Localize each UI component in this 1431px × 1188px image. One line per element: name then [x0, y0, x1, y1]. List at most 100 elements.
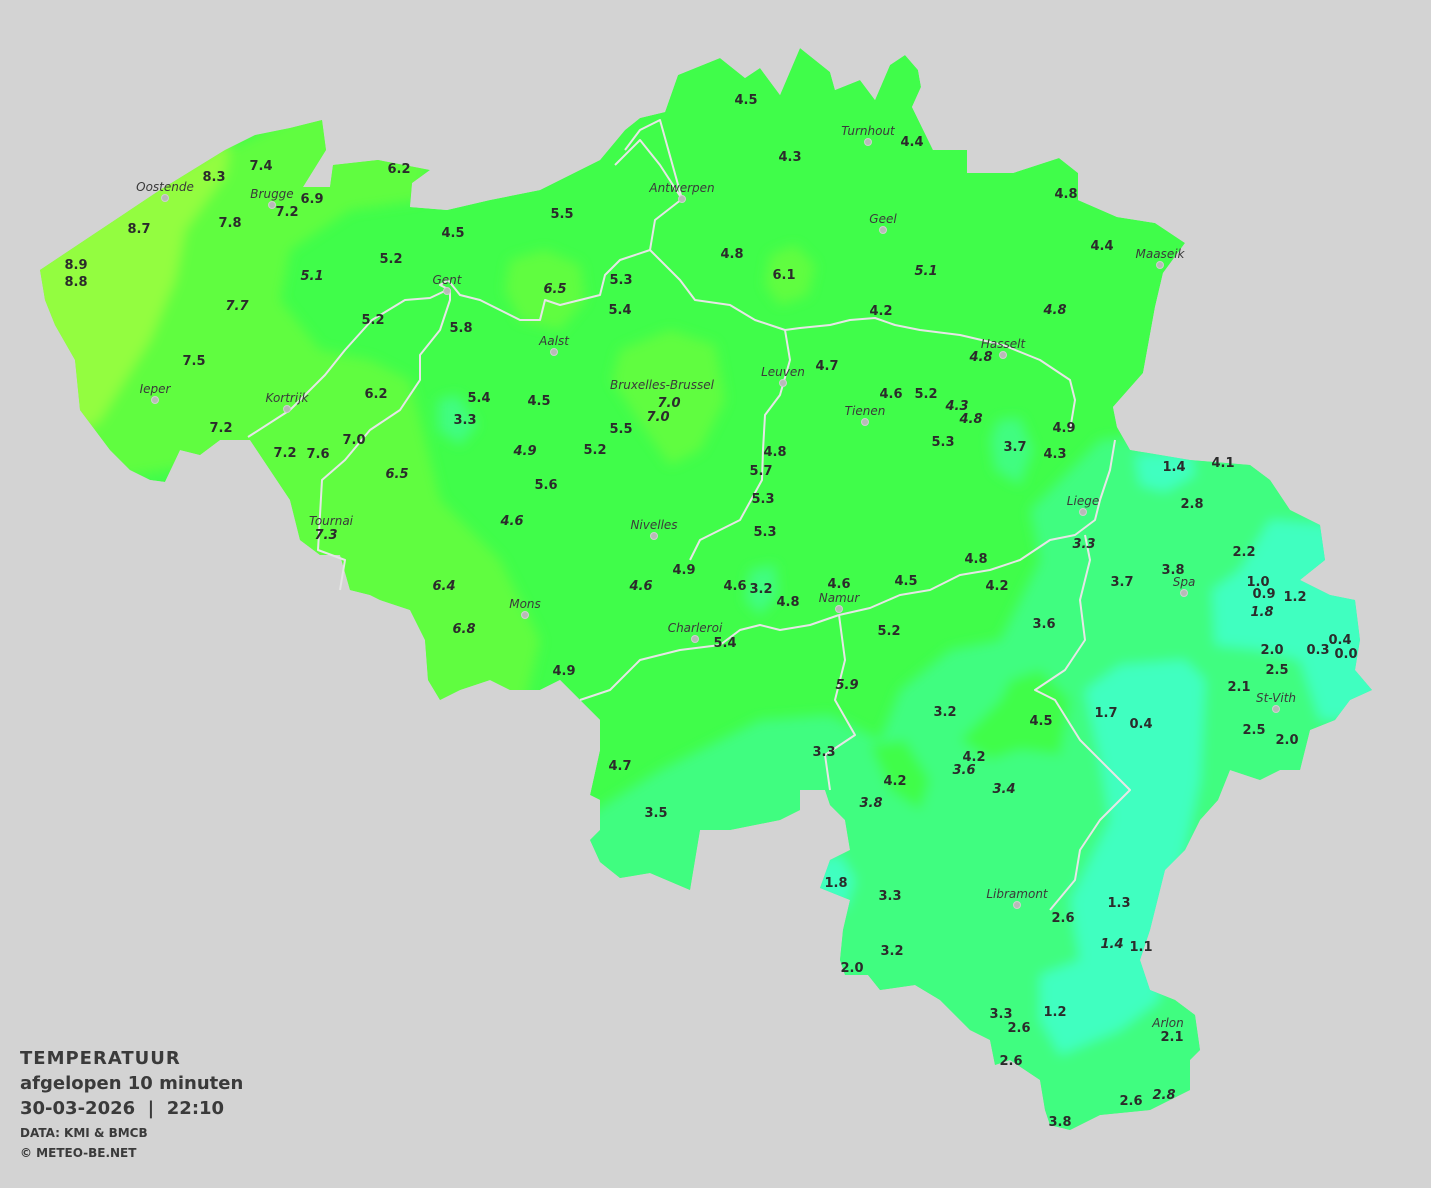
river-sambre	[579, 614, 840, 701]
temperature-reading: 8.9	[64, 258, 87, 273]
city-dot-brugge	[268, 201, 276, 209]
temperature-reading: 3.3	[812, 745, 835, 760]
map-title: TEMPERATUUR	[20, 1048, 181, 1069]
temperature-reading: 4.9	[672, 563, 695, 578]
temperature-reading: 0.0	[1334, 647, 1357, 662]
temperature-reading: 1.0	[1246, 575, 1269, 590]
temperature-reading: 1.1	[1129, 940, 1152, 955]
temperature-reading: 2.0	[840, 961, 863, 976]
temperature-reading: 7.3	[314, 528, 337, 543]
temperature-reading: 4.2	[985, 579, 1008, 594]
temperature-reading: 5.2	[583, 443, 606, 458]
temperature-reading: 0.9	[1252, 587, 1275, 602]
temperature-reading: 4.5	[894, 574, 917, 589]
temperature-reading: 1.8	[1250, 605, 1273, 620]
temperature-reading: 6.2	[364, 387, 387, 402]
city-dot-turnhout	[864, 138, 872, 146]
temperature-reading: 4.8	[958, 412, 982, 427]
temperature-reading: 2.6	[1051, 911, 1074, 926]
temperature-reading: 4.9	[552, 664, 575, 679]
city-dot-st-vith	[1272, 705, 1280, 713]
city-label-geel: Geel	[869, 212, 897, 226]
temperature-reading: 3.8	[1048, 1115, 1071, 1130]
temperature-reading: 8.8	[64, 275, 87, 290]
river-zenne	[689, 329, 791, 561]
temperature-reading: 3.7	[1110, 575, 1133, 590]
city-markers: Oostende Brugge Gent Antwerpen Turnhout Geel M…	[136, 124, 1296, 1030]
temperature-reading: 4.5	[1029, 714, 1052, 729]
city-dot-gent	[443, 287, 451, 295]
temperature-reading: 8.7	[127, 222, 150, 237]
temperature-reading: 3.7	[1003, 440, 1026, 455]
temperature-reading: 7.2	[275, 205, 298, 220]
temperature-reading: 5.4	[467, 391, 490, 406]
temperature-reading: 5.4	[608, 303, 631, 318]
temperature-reading: 2.0	[1275, 733, 1298, 748]
zone-3-3	[438, 395, 477, 445]
temperature-reading: 1.4	[1100, 937, 1123, 952]
city-label-antwerpen: Antwerpen	[648, 181, 714, 195]
temperature-reading: 8.3	[202, 170, 225, 185]
temperature-reading: 5.5	[609, 422, 632, 437]
rivers	[247, 119, 1131, 911]
city-dot-geel	[879, 226, 887, 234]
temperature-reading: 4.5	[441, 226, 464, 241]
temperature-reading: 4.6	[879, 387, 902, 402]
temperature-reading: 5.3	[609, 273, 632, 288]
temperature-reading: 2.1	[1160, 1030, 1183, 1045]
city-dot-libramont	[1013, 901, 1021, 909]
zone-cyan-n	[1135, 450, 1195, 492]
temperature-reading: 7.2	[273, 446, 296, 461]
temperature-reading: 6.4	[432, 579, 455, 594]
temperature-reading: 4.9	[512, 444, 536, 459]
temperature-reading: 7.8	[218, 216, 241, 231]
temperature-reading: 5.3	[751, 492, 774, 507]
zone-3-2	[745, 565, 778, 615]
city-dot-liege	[1079, 508, 1087, 516]
city-dot-nivelles	[650, 532, 658, 540]
city-dot-mons	[521, 611, 529, 619]
city-label-st-vith: St-Vith	[1256, 691, 1296, 705]
zone-brussels	[612, 330, 725, 465]
river-maas-s	[824, 614, 856, 791]
temperature-reading: 4.7	[815, 359, 838, 374]
temperature-reading: 4.4	[1090, 239, 1113, 254]
map-subtitle: afgelopen 10 minuten	[20, 1073, 244, 1094]
temperature-reading: 5.2	[379, 252, 402, 267]
city-dot-spa	[1180, 589, 1188, 597]
temperature-reading: 5.1	[914, 264, 937, 279]
temperature-reading: 7.5	[182, 354, 205, 369]
map-legend: TEMPERATUUR afgelopen 10 minuten 30-03-2…	[20, 1046, 243, 1163]
zone-south-green2	[960, 670, 1070, 760]
temperature-reading: 4.3	[1043, 447, 1066, 462]
temperature-reading: 2.0	[1260, 643, 1283, 658]
city-dot-charleroi	[691, 635, 699, 643]
temperature-reading: 3.2	[749, 582, 772, 597]
temperature-reading: 6.1	[772, 268, 795, 283]
city-dot-hasselt	[999, 351, 1007, 359]
temperature-reading: 2.8	[1180, 497, 1203, 512]
map-datetime: 30-03-2026 | 22:10	[20, 1098, 225, 1119]
copyright: © METEO-BE.NET	[20, 1146, 137, 1160]
temperature-reading: 3.2	[933, 705, 956, 720]
temperature-reading: 3.3	[989, 1007, 1012, 1022]
temperature-reading: 1.2	[1283, 590, 1306, 605]
temperature-reading: 5.4	[713, 636, 736, 651]
temperature-reading: 0.4	[1129, 717, 1152, 732]
temperature-reading: 3.2	[880, 944, 903, 959]
river-leie	[247, 289, 448, 438]
temperature-reading: 1.7	[1094, 706, 1117, 721]
temperature-reading: 5.5	[550, 207, 573, 222]
temperature-reading: 7.4	[249, 159, 272, 174]
temperature-reading: 4.8	[763, 445, 786, 460]
temperature-reading: 5.2	[877, 624, 900, 639]
city-dot-namur	[835, 605, 843, 613]
city-label-libramont: Libramont	[986, 887, 1049, 901]
temperature-reading: 4.2	[883, 774, 906, 789]
temperature-reading: 5.3	[931, 435, 954, 450]
temperature-reading: 4.8	[1042, 303, 1066, 318]
city-label-liege: Liege	[1067, 494, 1099, 508]
temperature-reading: 4.6	[499, 514, 523, 529]
city-label-kortrijk: Kortrijk	[266, 391, 310, 405]
zone-cyan-c	[1040, 660, 1205, 1055]
